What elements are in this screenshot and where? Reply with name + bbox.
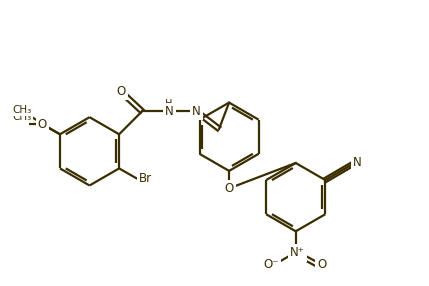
Text: CH₃: CH₃ [12,112,31,122]
Text: O: O [117,85,126,98]
Text: O: O [38,118,47,131]
Text: N: N [165,105,173,118]
Text: H: H [166,99,173,109]
Text: CH₃: CH₃ [12,105,32,115]
Text: Br: Br [139,172,152,185]
Text: O: O [224,182,234,195]
Text: N: N [353,156,362,169]
Text: N⁺: N⁺ [290,247,305,259]
Text: N: N [192,105,200,118]
Text: O⁻: O⁻ [263,258,278,271]
Text: O: O [38,118,47,131]
Text: O: O [317,258,326,271]
